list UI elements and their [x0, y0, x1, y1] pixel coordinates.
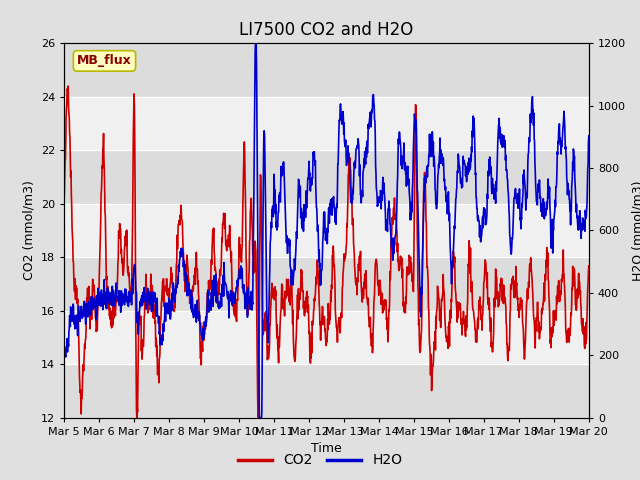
X-axis label: Time: Time	[311, 442, 342, 455]
Title: LI7500 CO2 and H2O: LI7500 CO2 and H2O	[239, 21, 413, 39]
Bar	[64, 150, 589, 204]
Text: MB_flux: MB_flux	[77, 54, 132, 67]
Bar	[64, 43, 589, 96]
Bar	[64, 364, 589, 418]
Y-axis label: CO2 (mmol/m3): CO2 (mmol/m3)	[22, 180, 35, 280]
Y-axis label: H2O (mmol/m3): H2O (mmol/m3)	[632, 180, 640, 281]
Bar	[64, 257, 589, 311]
Legend: CO2, H2O: CO2, H2O	[232, 448, 408, 473]
